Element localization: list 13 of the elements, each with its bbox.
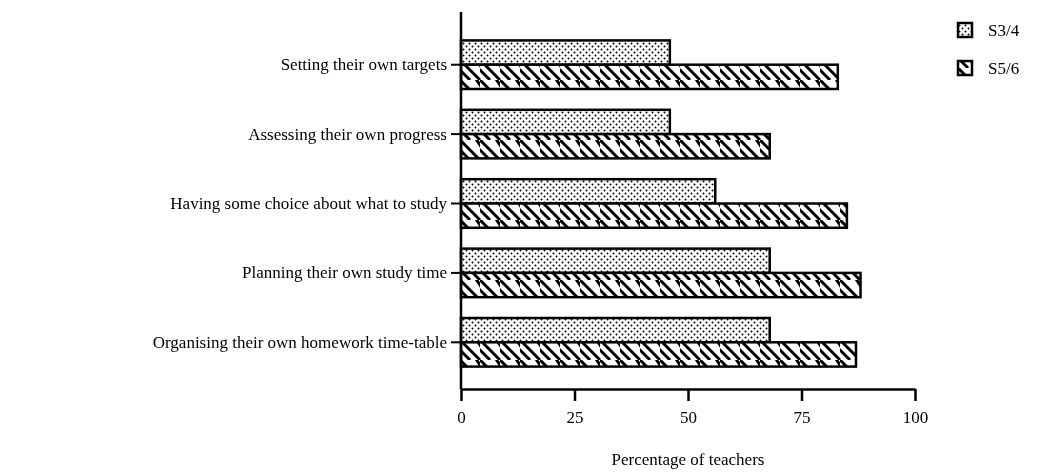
x-axis-title: Percentage of teachers — [611, 450, 765, 469]
y-tick-label: Assessing their own progress — [248, 124, 447, 144]
y-tick-label: Planning their own study time — [242, 263, 447, 283]
x-tick-label: 75 — [793, 407, 811, 427]
legend-label: S3/4 — [988, 21, 1020, 40]
y-tick-label: Having some choice about what to study — [170, 193, 448, 213]
x-tick-label: 25 — [566, 407, 584, 427]
x-tick-label: 0 — [457, 407, 466, 427]
legend-label: S5/6 — [988, 59, 1020, 78]
y-tick-label: Setting their own targets — [280, 55, 447, 75]
x-tick-label: 100 — [902, 407, 929, 427]
x-tick-label: 50 — [680, 407, 697, 427]
y-tick-label: Organising their own homework time-table — [152, 332, 447, 352]
